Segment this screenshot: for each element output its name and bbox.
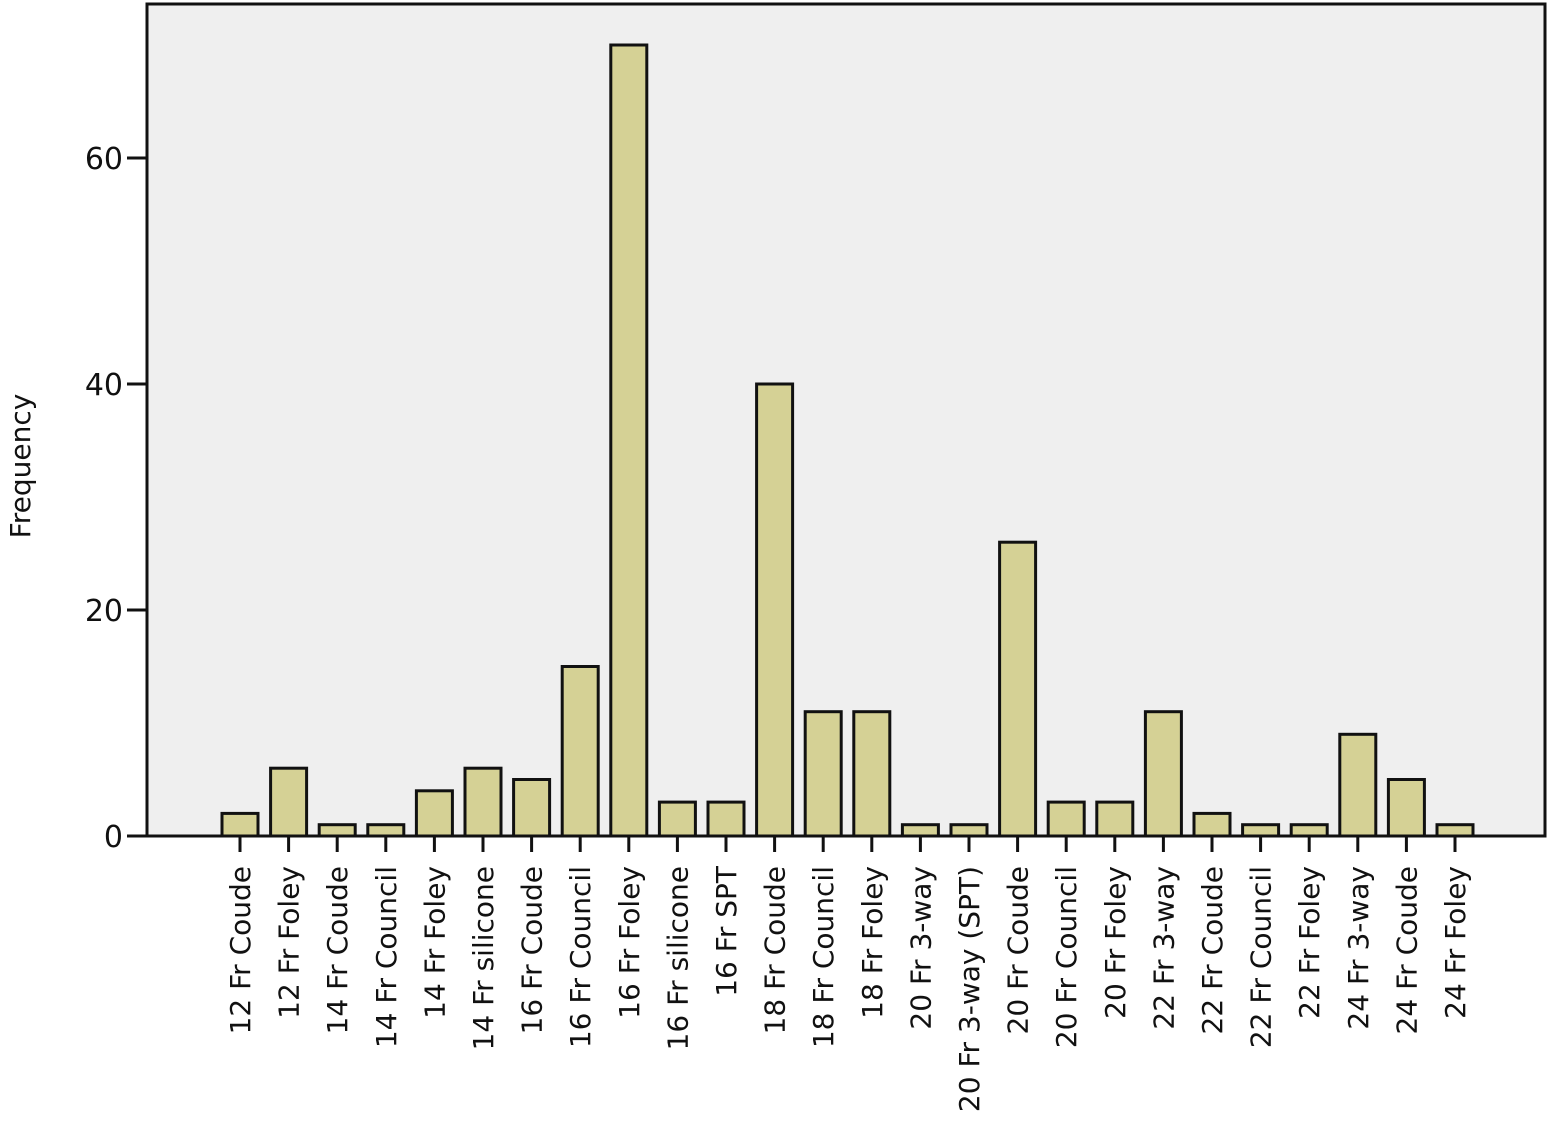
bar bbox=[512, 778, 552, 838]
x-tick-label: 20 Fr Foley bbox=[1099, 866, 1132, 1019]
x-tick-label: 14 Fr Foley bbox=[418, 866, 451, 1019]
bar bbox=[1435, 823, 1475, 838]
x-tick-label: 14 Fr silicone bbox=[467, 866, 500, 1050]
bar bbox=[560, 665, 600, 838]
x-tick-label: 18 Fr Council bbox=[807, 866, 840, 1048]
x-tick-label: 22 Fr Foley bbox=[1293, 866, 1326, 1019]
bar bbox=[657, 800, 697, 838]
x-tick-label: 24 Fr Coude bbox=[1390, 866, 1423, 1034]
bar bbox=[463, 766, 503, 838]
x-tick-label: 14 Fr Coude bbox=[321, 866, 354, 1034]
y-axis-title: Frequency bbox=[4, 394, 37, 539]
bar bbox=[755, 382, 795, 838]
x-tick-label: 18 Fr Foley bbox=[856, 866, 889, 1019]
x-tick-label: 16 Fr silicone bbox=[661, 866, 694, 1050]
bar bbox=[1192, 811, 1232, 838]
x-tick-label: 16 Fr Council bbox=[564, 866, 597, 1048]
bar bbox=[852, 710, 892, 838]
x-tick-label: 24 Fr 3-way bbox=[1342, 866, 1375, 1030]
bar bbox=[803, 710, 843, 838]
bar bbox=[366, 823, 406, 838]
x-tick-label: 20 Fr 3-way (SPT) bbox=[953, 866, 986, 1112]
bar bbox=[949, 823, 989, 838]
bar bbox=[1386, 778, 1426, 838]
x-tick-label: 12 Fr Foley bbox=[273, 866, 306, 1019]
y-tick-label: 40 bbox=[85, 368, 123, 403]
bar bbox=[609, 43, 649, 838]
x-tick-label: 20 Fr 3-way bbox=[904, 866, 937, 1030]
bar bbox=[1143, 710, 1183, 838]
y-tick-label: 60 bbox=[85, 142, 123, 177]
bar bbox=[269, 766, 309, 838]
y-ticks-layer: 0 20 40 60 bbox=[85, 142, 147, 855]
x-tick-label: 20 Fr Council bbox=[1050, 866, 1083, 1048]
x-ticks-layer: 12 Fr Coude 12 Fr Foley 14 Fr Coude 14 Fr C… bbox=[224, 836, 1472, 1112]
x-tick-label: 22 Fr 3-way bbox=[1147, 866, 1180, 1030]
x-tick-label: 16 Fr Foley bbox=[613, 866, 646, 1019]
x-tick-label: 22 Fr Council bbox=[1245, 866, 1278, 1048]
x-tick-label: 12 Fr Coude bbox=[224, 866, 257, 1034]
bar bbox=[706, 800, 746, 838]
x-tick-label: 16 Fr Coude bbox=[516, 866, 549, 1034]
y-tick-label: 0 bbox=[104, 820, 123, 855]
bar bbox=[1338, 732, 1378, 838]
x-tick-label: 22 Fr Coude bbox=[1196, 866, 1229, 1034]
x-tick-label: 14 Fr Council bbox=[370, 866, 403, 1048]
bar bbox=[220, 811, 260, 838]
x-tick-label: 18 Fr Coude bbox=[759, 866, 792, 1034]
bar bbox=[1289, 823, 1329, 838]
y-tick-label: 20 bbox=[85, 594, 123, 629]
bar bbox=[1241, 823, 1281, 838]
bar bbox=[317, 823, 357, 838]
x-tick-label: 16 Fr SPT bbox=[710, 865, 743, 997]
bar bbox=[998, 540, 1038, 838]
bar bbox=[900, 823, 940, 838]
plot-area bbox=[145, 2, 1547, 838]
bar bbox=[1095, 800, 1135, 838]
x-tick-label: 24 Fr Foley bbox=[1439, 866, 1472, 1019]
bar bbox=[414, 789, 454, 838]
bar bbox=[1046, 800, 1086, 838]
x-tick-label: 20 Fr Coude bbox=[1002, 866, 1035, 1034]
